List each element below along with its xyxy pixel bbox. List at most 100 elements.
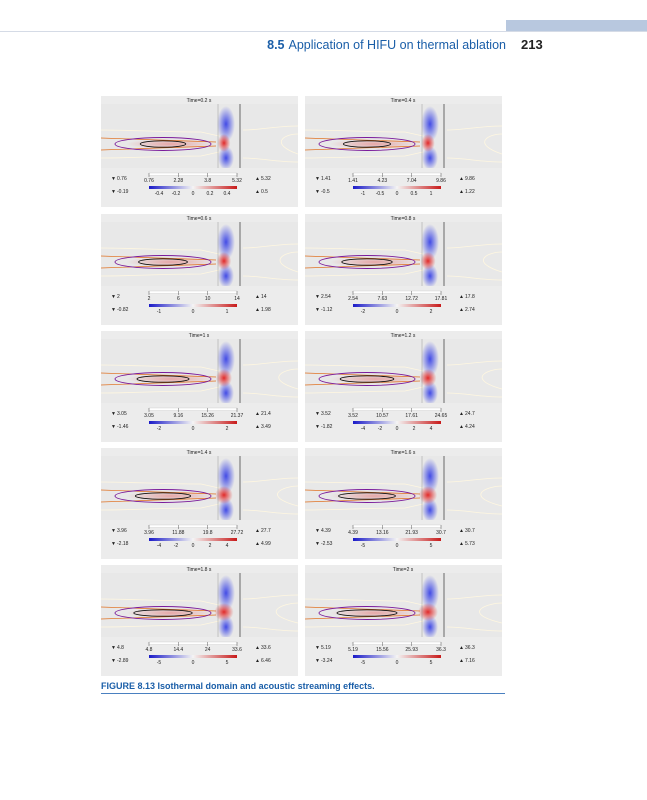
streaming-positive [217, 134, 231, 152]
simulation-panel: Time=1 s ▼ 3.05 ▲ 21.4 ▼ -1.46 ▲ 3.49 3.05 9.16 15.… [101, 331, 298, 442]
velocity-tick-label: 0 [192, 660, 195, 666]
temperature-colorbar [148, 407, 238, 411]
min-marker-icon: ▼ [315, 528, 320, 534]
isotherm-contour [101, 364, 220, 394]
temperature-max: 27.7 [261, 528, 271, 534]
temperature-colorbar [148, 172, 238, 176]
min-marker-icon: ▼ [111, 294, 116, 300]
max-marker-icon: ▲ [459, 294, 464, 300]
temperature-tick-label: 3.8 [204, 178, 211, 184]
isotherm-contour [242, 360, 298, 398]
max-marker-icon: ▲ [255, 645, 260, 651]
temperature-min: 0.76 [117, 176, 127, 182]
isotherm-contour [446, 360, 502, 398]
streaming-positive [420, 252, 436, 270]
temperature-tick-label: 21.37 [231, 413, 244, 419]
panel-time-label: Time=1.6 s [391, 450, 416, 456]
isotherm-contour [101, 598, 220, 628]
velocity-tick-label: 4 [226, 543, 229, 549]
temperature-colorbar [352, 290, 442, 294]
velocity-tick-label: 0 [396, 309, 399, 315]
velocity-tick-label: -1 [157, 309, 162, 315]
temperature-tick-label: 13.16 [376, 530, 389, 536]
plot-area [101, 573, 298, 637]
min-marker-icon: ▼ [315, 658, 320, 664]
temperature-tick-label: 10.57 [376, 413, 389, 419]
streaming-negative [218, 615, 234, 639]
beam-contour [101, 606, 217, 620]
velocity-tick-label: 0 [192, 309, 195, 315]
plot-area [101, 222, 298, 286]
temperature-colorbar [148, 524, 238, 528]
temperature-tick-label: 2 [148, 296, 151, 302]
temperature-colorbar [352, 407, 442, 411]
temperature-colorbar [148, 641, 238, 645]
isothermal-domain-inner [136, 375, 190, 383]
temperature-tick-label: 4.8 [146, 647, 153, 653]
velocity-min: -1.12 [321, 307, 333, 313]
caption-rule [101, 693, 505, 694]
isotherm-contour [275, 602, 298, 624]
temperature-min: 4.8 [117, 645, 124, 651]
beam-contour [101, 372, 217, 386]
temperature-min: 4.39 [321, 528, 331, 534]
max-marker-icon: ▲ [255, 307, 260, 313]
temperature-tick-label: 15.26 [201, 413, 214, 419]
simulation-panel: Time=1.8 s ▼ 4.8 ▲ 33.6 ▼ -2.89 ▲ 6.46 4.8 14.4 24 3… [101, 565, 298, 676]
max-marker-icon: ▲ [255, 294, 260, 300]
max-marker-icon: ▲ [459, 176, 464, 182]
temperature-max: 5.32 [261, 176, 271, 182]
plot-area [305, 573, 502, 637]
velocity-min: -2.53 [321, 541, 333, 547]
isothermal-domain-inner [134, 492, 192, 500]
temperature-tick-label: 7.63 [377, 296, 387, 302]
page-number: 213 [521, 37, 543, 52]
velocity-colorbar [353, 421, 441, 424]
simulation-panel: Time=0.8 s ▼ 2.54 ▲ 17.8 ▼ -1.12 ▲ 2.74 2.54 7.63 1… [305, 214, 502, 325]
streaming-negative [218, 264, 234, 288]
temperature-tick-label: 7.04 [407, 178, 417, 184]
figure-caption-text: Isothermal domain and acoustic streaming… [157, 681, 375, 691]
max-marker-icon: ▲ [255, 528, 260, 534]
max-marker-icon: ▲ [255, 189, 260, 195]
temperature-tick-label: 25.93 [405, 647, 418, 653]
velocity-tick-label: -2 [174, 543, 179, 549]
header-accent-bar [506, 20, 647, 31]
velocity-tick-label: -2 [157, 426, 162, 432]
plot-area [305, 456, 502, 520]
temperature-min: 3.05 [117, 411, 127, 417]
streaming-negative [422, 381, 438, 405]
temperature-tick-label: 9.16 [173, 413, 183, 419]
velocity-min: -0.82 [117, 307, 129, 313]
velocity-min: -1.46 [117, 424, 129, 430]
velocity-max: 1.98 [261, 307, 271, 313]
panel-plot: Time=1.6 s▼ 4.39 ▲ 30.7▼ -2.53 ▲ 5.734.39 13.16… [305, 450, 502, 559]
velocity-tick-label: -2 [361, 309, 366, 315]
velocity-tick-label: 2 [209, 543, 212, 549]
streaming-negative [217, 106, 235, 142]
isotherm-contour [101, 129, 220, 159]
velocity-tick-label: 0.5 [411, 191, 418, 197]
streaming-negative [421, 224, 439, 260]
velocity-tick-label: 0 [192, 191, 195, 197]
min-marker-icon: ▼ [111, 528, 116, 534]
velocity-colorbar [353, 304, 441, 307]
isotherm-contour [305, 598, 424, 628]
velocity-max: 4.24 [465, 424, 475, 430]
isotherm-contour [279, 251, 298, 273]
velocity-max: 6.46 [261, 658, 271, 664]
isothermal-domain-outer [114, 606, 212, 620]
isothermal-domain-inner [138, 258, 188, 266]
temperature-min: 5.19 [321, 645, 331, 651]
temperature-tick-label: 5.32 [232, 178, 242, 184]
max-marker-icon: ▲ [255, 541, 260, 547]
panel-plot: Time=0.4 s▼ 1.41 ▲ 9.86▼ -0.5 ▲ 1.221.41 4.23 7.… [305, 98, 502, 207]
isothermal-domain-inner [139, 140, 187, 148]
temperature-tick-label: 30.7 [436, 530, 446, 536]
velocity-colorbar [149, 186, 237, 189]
streaming-negative [217, 224, 235, 260]
isotherm-contour [242, 477, 298, 515]
velocity-colorbar [353, 655, 441, 658]
temperature-tick-label: 15.56 [376, 647, 389, 653]
plot-area [305, 339, 502, 403]
